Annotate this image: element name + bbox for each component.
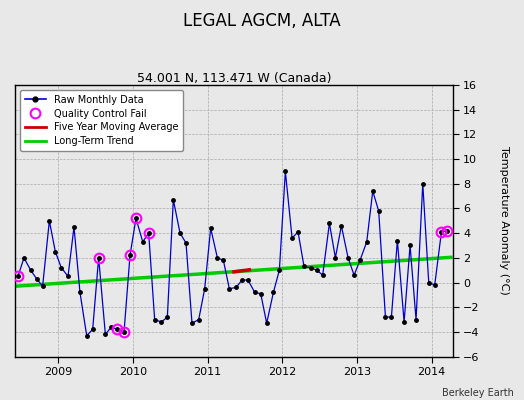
Legend: Raw Monthly Data, Quality Control Fail, Five Year Moving Average, Long-Term Tren: Raw Monthly Data, Quality Control Fail, … bbox=[20, 90, 183, 151]
Y-axis label: Temperature Anomaly (°C): Temperature Anomaly (°C) bbox=[499, 146, 509, 295]
Text: Berkeley Earth: Berkeley Earth bbox=[442, 388, 514, 398]
Text: LEGAL AGCM, ALTA: LEGAL AGCM, ALTA bbox=[183, 12, 341, 30]
Title: 54.001 N, 113.471 W (Canada): 54.001 N, 113.471 W (Canada) bbox=[137, 72, 331, 85]
